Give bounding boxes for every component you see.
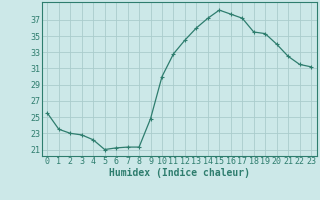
X-axis label: Humidex (Indice chaleur): Humidex (Indice chaleur)	[109, 168, 250, 178]
